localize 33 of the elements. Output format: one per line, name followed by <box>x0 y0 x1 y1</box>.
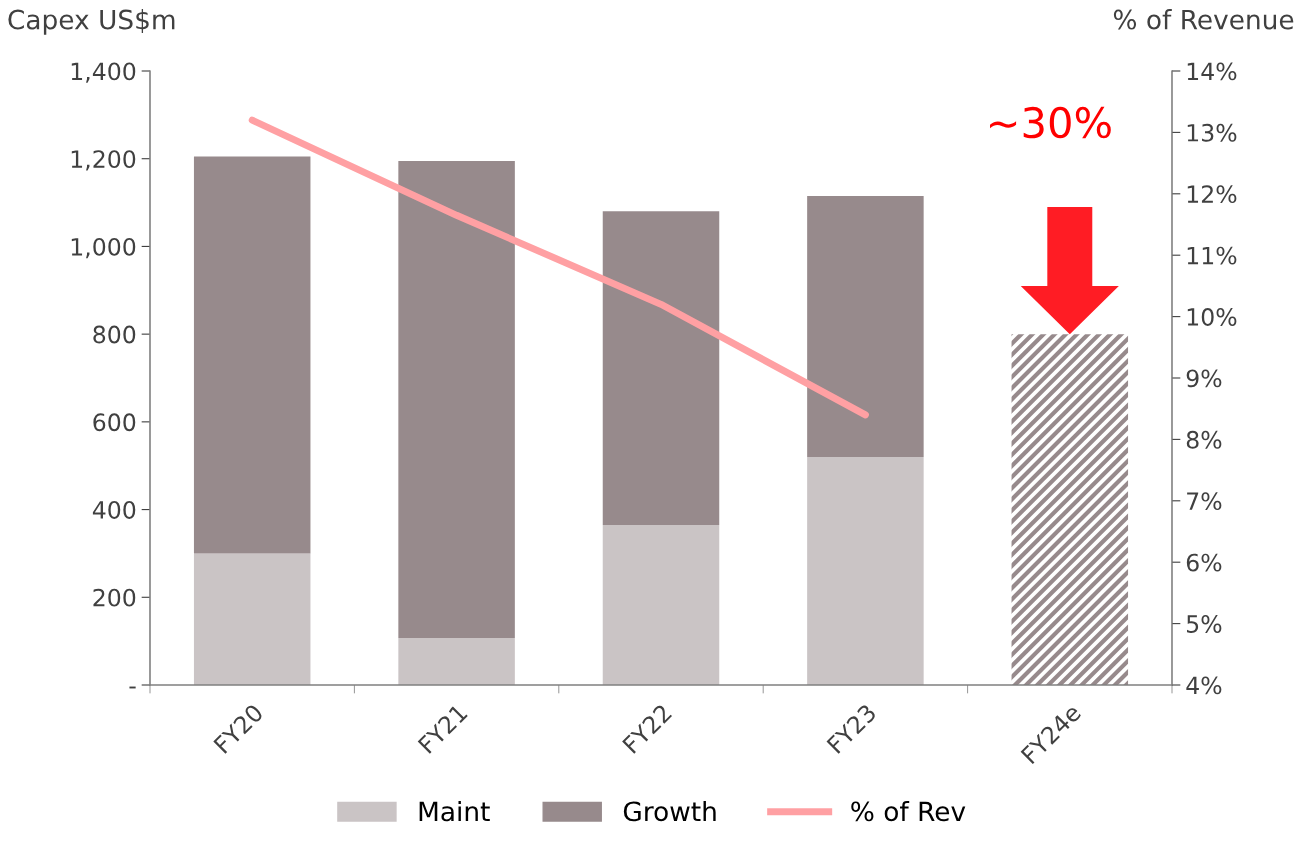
y2-tick-label: 8% <box>1186 430 1222 449</box>
y2-tick-label: 5% <box>1187 615 1222 633</box>
bar <box>193 156 311 554</box>
bar <box>602 524 720 685</box>
legend-label: % of Rev <box>851 800 966 822</box>
y-tick-label: 1,000 <box>71 237 136 259</box>
bar <box>193 553 311 685</box>
bar <box>602 211 720 525</box>
bar <box>807 195 924 457</box>
bar <box>807 456 924 685</box>
y2-tick-label: 11% <box>1187 246 1237 265</box>
y2-tick-label: 14% <box>1187 62 1237 81</box>
y-tick-label: 1,200 <box>71 150 136 171</box>
bar <box>398 160 515 639</box>
y-tick-label: 600 <box>93 413 136 432</box>
y2-tick-label: 10% <box>1187 308 1237 326</box>
y2-tick-label: 6% <box>1186 553 1222 572</box>
y-tick-label: 400 <box>92 501 136 519</box>
legend-label: Maint <box>419 800 490 822</box>
y2-tick-label: 13% <box>1187 123 1237 142</box>
y2-axis-title: % of Revenue <box>1113 9 1294 30</box>
y-tick-label: - <box>129 686 136 689</box>
y-tick-label: 800 <box>93 325 136 344</box>
y-axis-title: Capex US$m <box>8 9 175 35</box>
y2-tick-label: 7% <box>1187 492 1222 511</box>
bar <box>398 638 515 685</box>
y-tick-label: 200 <box>93 588 136 607</box>
annotation: ~30% <box>990 106 1111 139</box>
y2-tick-label: 9% <box>1186 369 1222 388</box>
y2-tick-label: 4% <box>1186 676 1222 695</box>
y2-tick-label: 12% <box>1187 185 1237 204</box>
y-tick-label: 1,400 <box>71 62 136 83</box>
legend-label: Growth <box>623 800 716 822</box>
